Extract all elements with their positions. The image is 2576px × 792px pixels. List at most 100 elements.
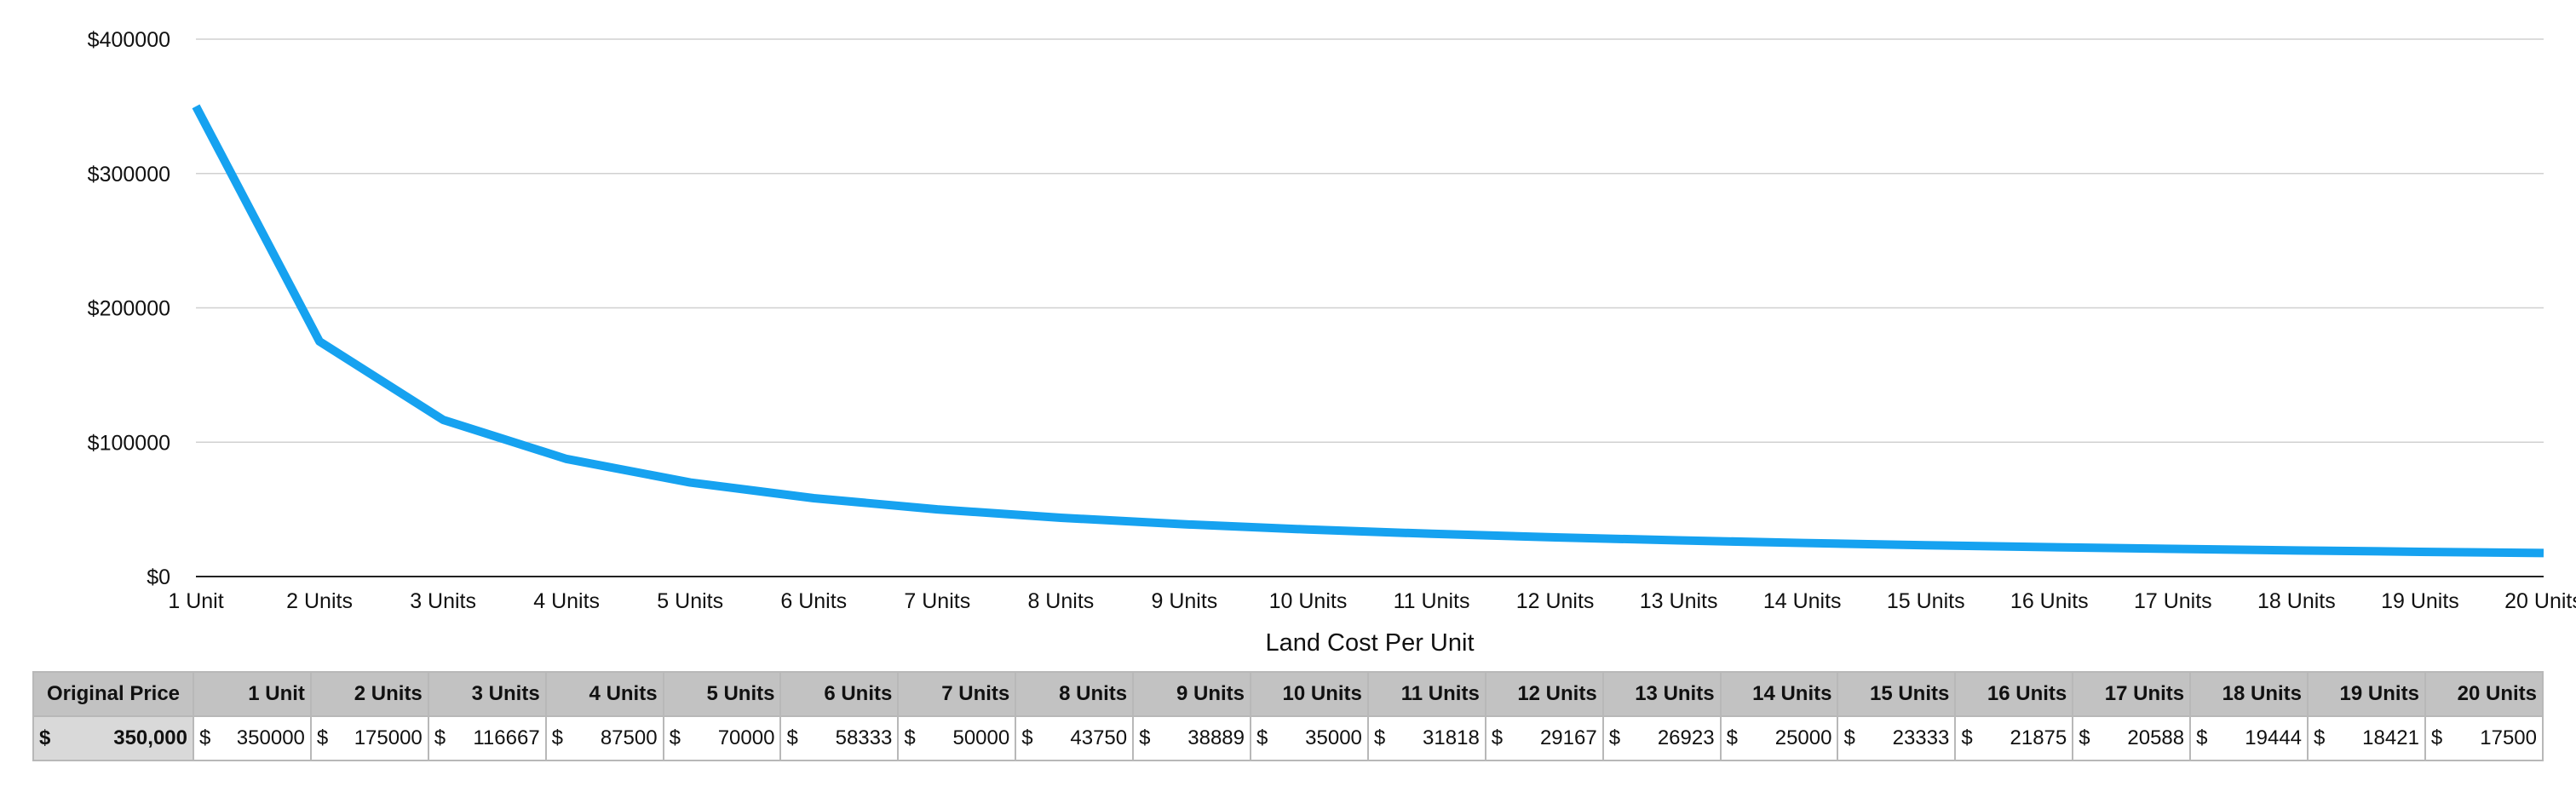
table-row: $ 350,000 $350000 $175000 $116667 $87500 $70… <box>32 715 2544 761</box>
cost-per-unit-cell: $21875 <box>1954 715 2074 761</box>
cost-value: 175000 <box>354 726 423 749</box>
unit-count-header: 17 Units <box>2072 671 2192 717</box>
gridlines <box>196 38 2544 443</box>
currency-symbol: $ <box>39 726 51 749</box>
cost-value: 87500 <box>600 726 658 749</box>
cost-value: 50000 <box>952 726 1010 749</box>
x-axis-tick-labels: 1 Unit 2 Units 3 Units 4 Units 5 Units 6 Unit… <box>168 589 2576 613</box>
unit-count-header: 11 Units <box>1366 671 1486 717</box>
currency-symbol: $ <box>1139 726 1151 749</box>
x-tick-label: 2 Units <box>286 589 353 613</box>
cost-value: 35000 <box>1305 726 1362 749</box>
x-tick-label: 4 Units <box>533 589 600 613</box>
unit-count-header: 2 Units <box>309 671 429 717</box>
cost-value: 26923 <box>1657 726 1715 749</box>
cost-value: 23333 <box>1892 726 1950 749</box>
cost-per-unit-cell: $70000 <box>662 715 782 761</box>
unit-count-header: 16 Units <box>1954 671 2074 717</box>
y-axis-tick-labels: $0 $100000 $200000 $300000 $400000 <box>88 28 170 589</box>
cost-value: 70000 <box>717 726 775 749</box>
currency-symbol: $ <box>1021 726 1033 749</box>
unit-count-header: 8 Units <box>1015 671 1135 717</box>
y-tick-label: $300000 <box>88 163 170 187</box>
unit-count-header: 5 Units <box>662 671 782 717</box>
x-tick-label: 15 Units <box>1887 589 1965 613</box>
x-tick-label: 16 Units <box>2010 589 2089 613</box>
currency-symbol: $ <box>2314 726 2326 749</box>
cost-value: 58333 <box>835 726 893 749</box>
currency-symbol: $ <box>1256 726 1268 749</box>
currency-symbol: $ <box>199 726 211 749</box>
currency-symbol: $ <box>1961 726 1973 749</box>
y-tick-label: $400000 <box>88 28 170 52</box>
cost-per-unit-cell: $50000 <box>897 715 1017 761</box>
unit-count-header: 10 Units <box>1250 671 1369 717</box>
y-tick-label: $100000 <box>88 431 170 455</box>
series-line <box>192 104 2544 558</box>
original-price-value: 350,000 <box>113 726 187 749</box>
cost-value: 18421 <box>2362 726 2419 749</box>
x-tick-label: 12 Units <box>1516 589 1595 613</box>
currency-symbol: $ <box>1608 726 1621 749</box>
unit-count-header: 15 Units <box>1837 671 1957 717</box>
cost-per-unit-cell: $31818 <box>1366 715 1486 761</box>
x-tick-label: 13 Units <box>1640 589 1718 613</box>
cost-per-unit-cell: $38889 <box>1132 715 1252 761</box>
cost-per-unit-cell: $87500 <box>544 715 664 761</box>
data-table: Original Price 1 Unit 2 Units 3 Units 4 Uni… <box>32 671 2544 761</box>
cost-per-unit-cell: $20588 <box>2072 715 2192 761</box>
y-tick-label: $0 <box>147 565 170 589</box>
y-tick-label: $200000 <box>88 297 170 321</box>
cost-per-unit-cell: $29167 <box>1484 715 1604 761</box>
x-axis-label: Land Cost Per Unit <box>1265 629 1474 657</box>
cost-per-unit-cell: $43750 <box>1015 715 1135 761</box>
original-price-cell: $ 350,000 <box>32 715 194 761</box>
unit-count-header: 13 Units <box>1601 671 1722 717</box>
currency-symbol: $ <box>1373 726 1386 749</box>
x-tick-label: 10 Units <box>1269 589 1348 613</box>
x-tick-label: 9 Units <box>1152 589 1218 613</box>
unit-count-header: 7 Units <box>897 671 1017 717</box>
cost-value: 29167 <box>1539 726 1597 749</box>
cost-value: 19444 <box>2245 726 2303 749</box>
currency-symbol: $ <box>1843 726 1855 749</box>
currency-symbol: $ <box>2196 726 2208 749</box>
unit-count-header: 19 Units <box>2307 671 2426 717</box>
cost-per-unit-cell: $35000 <box>1250 715 1369 761</box>
cost-value: 116667 <box>473 726 540 749</box>
cost-per-unit-cell: $350000 <box>193 715 312 761</box>
x-tick-label: 7 Units <box>904 589 970 613</box>
currency-symbol: $ <box>551 726 564 749</box>
x-tick-label: 8 Units <box>1027 589 1094 613</box>
cost-value: 17500 <box>2480 726 2537 749</box>
cost-value: 20588 <box>2127 726 2185 749</box>
cost-value: 21875 <box>2010 726 2067 749</box>
cost-per-unit-cell: $23333 <box>1837 715 1957 761</box>
x-tick-label: 17 Units <box>2134 589 2212 613</box>
cost-value: 43750 <box>1070 726 1128 749</box>
cost-value: 350000 <box>236 726 305 749</box>
original-price-header: Original Price <box>32 671 194 717</box>
unit-count-header: 9 Units <box>1132 671 1252 717</box>
currency-symbol: $ <box>316 726 329 749</box>
x-tick-label: 11 Units <box>1394 589 1470 613</box>
currency-symbol: $ <box>434 726 446 749</box>
unit-count-header: 1 Unit <box>193 671 312 717</box>
cost-per-unit-cell: $19444 <box>2189 715 2309 761</box>
series-line-layer <box>192 104 2544 558</box>
x-tick-label: 14 Units <box>1763 589 1842 613</box>
unit-count-header: 12 Units <box>1484 671 1604 717</box>
unit-count-header: 6 Units <box>779 671 900 717</box>
cost-per-unit-cell: $17500 <box>2424 715 2544 761</box>
cost-per-unit-cell: $58333 <box>779 715 900 761</box>
currency-symbol: $ <box>2079 726 2090 749</box>
x-tick-label: 6 Units <box>780 589 847 613</box>
x-tick-label: 19 Units <box>2381 589 2459 613</box>
cost-value: 31818 <box>1423 726 1480 749</box>
cost-value: 38889 <box>1187 726 1245 749</box>
unit-count-header: 20 Units <box>2424 671 2544 717</box>
currency-symbol: $ <box>786 726 798 749</box>
table-header-row: Original Price 1 Unit 2 Units 3 Units 4 Uni… <box>32 671 2544 717</box>
unit-count-header: 3 Units <box>427 671 547 717</box>
land-cost-chart: $0 $100000 $200000 $300000 $400000 1 Unit 2 U… <box>88 28 2576 657</box>
